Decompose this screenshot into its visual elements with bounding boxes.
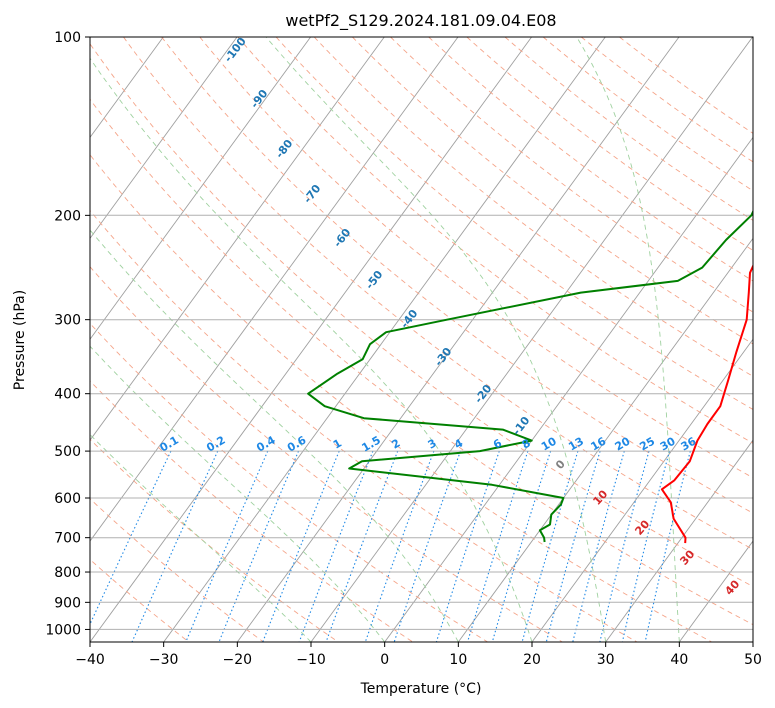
mixing-ratio-line xyxy=(644,450,691,642)
dry-adiabat-line xyxy=(90,498,264,642)
y-axis-label: Pressure (hPa) xyxy=(12,290,28,390)
dry-adiabat-line xyxy=(90,43,753,588)
dry-adiabat-line xyxy=(313,37,753,377)
mixing-ratio-line xyxy=(599,450,650,642)
isotherm-line xyxy=(163,37,606,642)
dry-adiabat-line xyxy=(504,37,753,221)
mixing-ratio-line xyxy=(521,450,579,642)
mixing-ratio-line xyxy=(393,450,462,642)
moist-adiabat-line xyxy=(90,345,386,642)
isotherm-line xyxy=(236,37,680,642)
y-tick-label: 100 xyxy=(54,30,81,46)
x-tick-label: −20 xyxy=(223,652,253,668)
moist-adiabat-line xyxy=(90,229,459,642)
y-tick-label: 800 xyxy=(54,565,81,581)
isotherm-line xyxy=(90,37,385,441)
y-tick-label: 900 xyxy=(54,595,81,611)
mixing-ratio-line xyxy=(262,450,340,642)
x-tick-label: 50 xyxy=(744,652,762,668)
mixing-ratio-line xyxy=(364,450,435,642)
mixing-ratio-line xyxy=(325,450,399,642)
dry-adiabat-line xyxy=(90,380,414,642)
isotherm-line xyxy=(90,37,459,542)
x-tick-label: 0 xyxy=(380,652,389,668)
pressure-gridlines xyxy=(90,37,753,630)
mixing-ratio-line xyxy=(572,450,625,642)
moist-adiabat-line xyxy=(90,57,533,642)
mixing-ratio-line xyxy=(298,450,374,642)
dewpoint-line xyxy=(307,209,753,543)
isotherm-line xyxy=(457,237,753,642)
x-tick-label: 40 xyxy=(670,652,688,668)
sounding-series xyxy=(307,209,753,544)
background-curves xyxy=(90,37,753,642)
y-tick-label: 600 xyxy=(54,491,81,507)
y-tick-label: 700 xyxy=(54,531,81,547)
isotherm-line xyxy=(752,641,753,642)
dry-adiabat-line xyxy=(123,37,753,550)
isotherm-line xyxy=(90,37,311,340)
y-tick-label: 200 xyxy=(54,208,81,224)
mixing-ratio-line xyxy=(621,450,671,642)
moist-adiabat-line xyxy=(576,37,680,642)
dry-adiabat-line xyxy=(90,266,563,642)
x-tick-label: 10 xyxy=(449,652,467,668)
dry-adiabat-line xyxy=(90,98,753,626)
y-tick-label: 500 xyxy=(54,444,81,460)
plot-background xyxy=(90,37,753,642)
x-tick-label: −40 xyxy=(75,652,105,668)
x-tick-label: −30 xyxy=(149,652,179,668)
x-tick-label: 30 xyxy=(597,652,615,668)
y-tick-label: 300 xyxy=(54,313,81,329)
mixing-ratio-line xyxy=(435,450,500,642)
mixing-ratio-line xyxy=(218,450,300,642)
x-tick-label: 20 xyxy=(523,652,541,668)
plot-frame xyxy=(89,36,754,643)
mixing-ratio-line xyxy=(491,450,552,642)
dry-adiabat-line xyxy=(428,37,753,282)
x-axis-label: Temperature (°C) xyxy=(360,681,482,697)
isotherm-line xyxy=(605,439,753,642)
axes: −40 −30 −20 −10 0 10 20 30 40 50 100 200 300 400 500 60… xyxy=(45,30,762,668)
moist-adiabat-line xyxy=(90,433,312,642)
isotherm-line xyxy=(90,37,238,240)
x-tick-label: −10 xyxy=(296,652,326,668)
y-tick-label: 1000 xyxy=(45,622,81,638)
dry-adiabat-line xyxy=(352,37,753,345)
y-tick-label: 400 xyxy=(54,387,81,403)
mixing-ratio-line xyxy=(545,450,601,642)
dry-adiabat-line xyxy=(199,37,753,479)
mixing-ratio-line xyxy=(90,450,172,626)
dry-adiabat-line xyxy=(90,154,712,642)
chart-title: wetPf2_S129.2024.181.09.04.E08 xyxy=(285,11,556,31)
dry-adiabat-line xyxy=(542,37,753,192)
moist-adiabat-line xyxy=(752,591,753,642)
dry-adiabat-line xyxy=(90,209,638,642)
temperature-line xyxy=(660,263,753,544)
isotherm-line xyxy=(90,37,532,642)
dry-adiabat-line xyxy=(237,37,753,444)
